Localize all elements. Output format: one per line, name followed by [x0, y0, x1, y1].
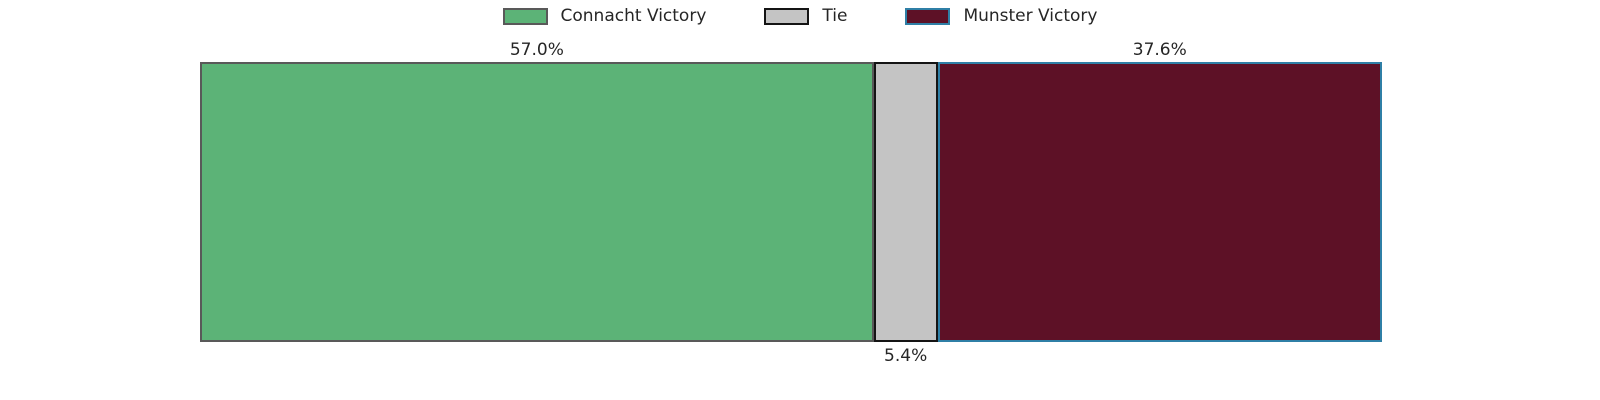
legend: Connacht Victory Tie Munster Victory	[0, 3, 1600, 29]
bar-segment-tie	[873, 62, 938, 342]
legend-item-connacht-victory: Connacht Victory	[502, 5, 707, 26]
bar-segment-munster-victory	[937, 62, 1382, 342]
stacked-bar	[200, 62, 1382, 342]
legend-label-munster-victory: Munster Victory	[963, 5, 1098, 26]
legend-item-munster-victory: Munster Victory	[905, 5, 1098, 26]
legend-label-connacht-victory: Connacht Victory	[560, 5, 707, 26]
legend-item-tie: Tie	[764, 5, 848, 26]
value-label-tie: 5.4%	[884, 346, 928, 366]
plot-area: 57.0% 37.6% 5.4%	[200, 42, 1382, 365]
legend-swatch-tie-icon	[764, 7, 810, 25]
value-label-munster: 37.6%	[1132, 40, 1187, 60]
legend-swatch-connacht-icon	[502, 7, 548, 25]
value-label-connacht: 57.0%	[509, 40, 564, 60]
legend-label-tie: Tie	[822, 5, 848, 26]
bar-segment-connacht-victory	[200, 62, 874, 342]
legend-swatch-munster-icon	[905, 7, 951, 25]
